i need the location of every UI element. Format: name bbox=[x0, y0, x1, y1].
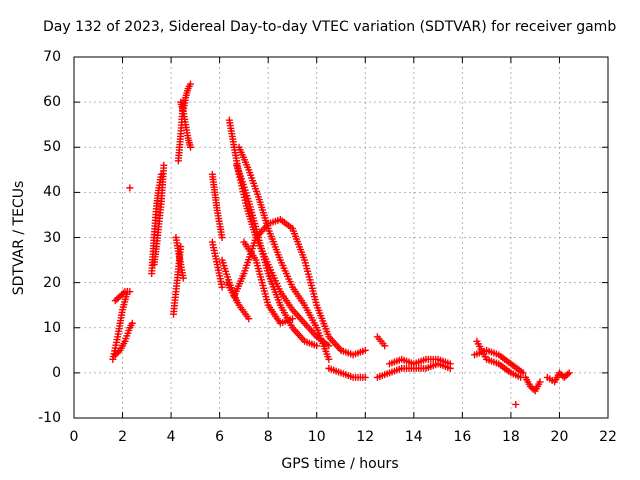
data-point-marker bbox=[126, 184, 134, 192]
series-track-13 bbox=[208, 238, 226, 291]
data-point-marker bbox=[288, 315, 296, 323]
x-tick-label: 12 bbox=[356, 429, 375, 445]
x-tick-label: 16 bbox=[453, 429, 472, 445]
x-tick-label: 4 bbox=[166, 429, 176, 445]
data-point-marker bbox=[565, 369, 573, 377]
y-tick-label: 30 bbox=[43, 229, 61, 246]
series-track-6 bbox=[150, 161, 168, 269]
data-point-marker bbox=[187, 143, 195, 151]
series-track-3 bbox=[111, 319, 136, 359]
series-track-23 bbox=[373, 333, 389, 350]
series-track-11 bbox=[179, 80, 195, 115]
data-point-marker bbox=[446, 360, 454, 368]
x-tick-label: 8 bbox=[263, 429, 273, 445]
data-point-marker bbox=[519, 369, 527, 377]
series-track-21 bbox=[325, 364, 369, 381]
y-tick-label: 70 bbox=[43, 49, 61, 65]
series-track-24 bbox=[373, 360, 454, 381]
series-track-12 bbox=[208, 170, 226, 241]
series-track-18 bbox=[233, 161, 321, 350]
series-track-22 bbox=[337, 346, 369, 359]
series-track-4 bbox=[126, 184, 134, 192]
series-track-7 bbox=[170, 243, 185, 318]
chart-title: Day 132 of 2023, Sidereal Day-to-day VTE… bbox=[43, 19, 617, 35]
x-axis-label: GPS time / hours bbox=[281, 456, 399, 472]
y-tick-label: 40 bbox=[43, 184, 61, 201]
data-point-marker bbox=[313, 342, 321, 350]
series-track-29 bbox=[521, 373, 544, 395]
data-point-marker bbox=[564, 370, 572, 378]
data-point-marker bbox=[381, 342, 389, 350]
series-track-20 bbox=[240, 238, 296, 327]
data-point-marker bbox=[126, 288, 134, 296]
data-points bbox=[109, 80, 573, 408]
data-point-marker bbox=[218, 283, 226, 291]
y-tick-label: 50 bbox=[43, 139, 61, 156]
data-point-marker bbox=[128, 319, 136, 327]
x-tick-label: 20 bbox=[550, 429, 569, 445]
y-tick-label: -10 bbox=[38, 410, 61, 426]
y-tick-label: 0 bbox=[52, 364, 61, 381]
x-tick-label: 22 bbox=[599, 429, 617, 445]
tick-marks bbox=[73, 56, 609, 419]
data-point-marker bbox=[115, 348, 122, 356]
series-track-2 bbox=[111, 288, 134, 305]
data-point-marker bbox=[361, 373, 369, 381]
x-tick-label: 10 bbox=[307, 429, 326, 445]
data-point-marker bbox=[179, 274, 187, 282]
x-tick-label: 18 bbox=[501, 429, 520, 445]
x-tick-label: 14 bbox=[404, 429, 423, 445]
data-point-marker bbox=[218, 234, 226, 241]
series-track-19 bbox=[230, 215, 345, 354]
x-tick-label: 6 bbox=[215, 429, 225, 445]
y-tick-label: 60 bbox=[43, 94, 61, 111]
data-point-marker bbox=[536, 378, 544, 386]
data-point-marker bbox=[512, 400, 520, 408]
y-tick-label: 20 bbox=[43, 274, 61, 291]
series-track-25 bbox=[386, 355, 454, 368]
y-tick-label: 10 bbox=[43, 319, 61, 336]
series-track-8 bbox=[172, 234, 187, 282]
data-point-marker bbox=[187, 80, 195, 88]
series-track-30 bbox=[543, 369, 573, 386]
data-point-marker bbox=[119, 289, 127, 297]
data-point-marker bbox=[245, 315, 253, 323]
x-tick-label: 2 bbox=[118, 429, 127, 445]
data-point-marker bbox=[361, 346, 369, 354]
series-track-27 bbox=[473, 337, 525, 381]
data-point-marker bbox=[160, 161, 168, 169]
series-track-28 bbox=[512, 400, 520, 408]
data-point-marker bbox=[325, 355, 333, 363]
series-track-1 bbox=[109, 288, 131, 363]
x-tick-label: 0 bbox=[69, 429, 79, 445]
